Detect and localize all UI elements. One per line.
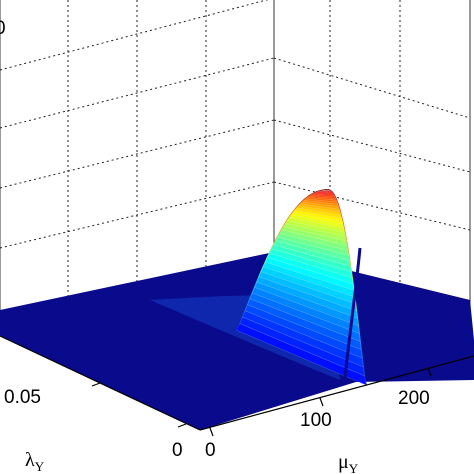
x-tick-label-100: 100 — [300, 410, 332, 431]
x-tick — [427, 367, 432, 377]
left-wall-hline — [0, 181, 275, 249]
right-wall-hline — [273, 181, 471, 231]
left-wall-hline — [0, 57, 275, 129]
y-tick — [177, 423, 187, 428]
x-tick-label-0: 0 — [205, 440, 216, 461]
front-axes — [0, 335, 474, 437]
surface-peak-mesh — [235, 189, 367, 386]
x-tick — [209, 427, 214, 437]
peak-right-flank — [343, 247, 362, 379]
right-wall-hline — [273, 57, 471, 119]
x-axis-label: μY — [338, 451, 359, 474]
x-tick — [319, 397, 324, 407]
left-wall-hline — [0, 119, 275, 189]
y-axis-label: λY — [25, 449, 45, 474]
left-wall-hline — [0, 0, 269, 71]
x-tick-label-200: 200 — [398, 388, 430, 409]
y-tick-label-0.05: 0.05 — [4, 387, 41, 408]
right-wall-hline — [273, 119, 471, 173]
y-tick-label-0: 0 — [172, 440, 183, 461]
z-tick-label-partial: 0 — [0, 18, 6, 39]
back-grid-lines — [0, 0, 471, 320]
y-tick — [91, 382, 101, 387]
